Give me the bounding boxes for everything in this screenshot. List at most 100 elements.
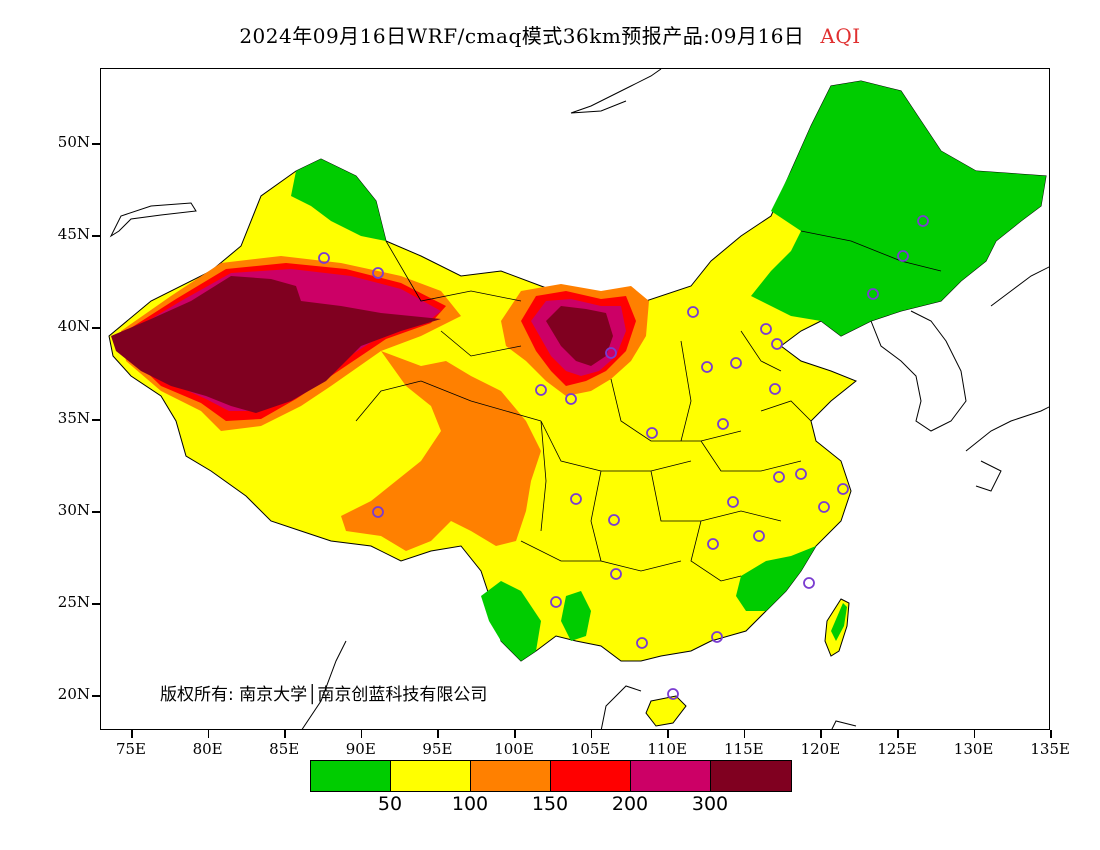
x-tick-mark (590, 730, 593, 738)
station-circle-icon (803, 577, 815, 589)
x-tick-label: 110E (647, 740, 687, 758)
station-circle-icon (550, 596, 562, 608)
y-tick-label: 35N (57, 409, 90, 427)
y-tick-mark (92, 695, 100, 697)
station-circle-icon (795, 468, 807, 480)
x-tick-label: 95E (422, 740, 453, 758)
northwest-green-zone (291, 159, 386, 241)
station-circle-icon (636, 637, 648, 649)
y-tick-mark (92, 419, 100, 421)
legend-label: 200 (611, 793, 649, 815)
province-boundaries (355, 230, 942, 582)
northeast-green-zone (751, 81, 1046, 336)
y-tick-mark (92, 511, 100, 513)
station-circle-icon (760, 323, 772, 335)
legend-label: 50 (377, 793, 403, 815)
station-circle-icon (318, 252, 330, 264)
y-tick-label: 45N (57, 225, 90, 243)
x-tick-label: 130E (953, 740, 994, 758)
station-circle-icon (667, 688, 679, 700)
y-tick-label: 20N (57, 685, 90, 703)
legend-swatch (551, 761, 631, 791)
station-circle-icon (570, 493, 582, 505)
copyright-notice: 版权所有: 南京大学│南京创蓝科技有限公司 (160, 685, 488, 705)
station-circle-icon (687, 306, 699, 318)
station-circle-icon (753, 530, 765, 542)
station-circle-icon (897, 250, 909, 262)
legend-label: 300 (691, 793, 729, 815)
station-circle-icon (701, 361, 713, 373)
tarim-hazardous-zone (111, 276, 441, 413)
x-tick-label: 85E (269, 740, 300, 758)
station-circle-icon (773, 471, 785, 483)
station-circle-icon (372, 267, 384, 279)
station-circle-icon (917, 215, 929, 227)
x-tick-mark (437, 730, 439, 738)
title-text: 2024年09月16日WRF/cmaq模式36km预报产品:09月16日 (239, 24, 805, 48)
x-tick-mark (667, 730, 669, 738)
station-circle-icon (372, 506, 384, 518)
y-tick-mark (92, 235, 100, 237)
x-tick-label: 125E (877, 740, 917, 758)
x-tick-mark (897, 730, 899, 738)
lake-baikal-coast (570, 69, 662, 114)
southwest-green-zone (481, 581, 541, 661)
station-markers (318, 215, 929, 700)
korea-coast (870, 310, 967, 432)
legend-swatch (471, 761, 551, 791)
map-canvas (108, 69, 1049, 729)
title-variable: AQI (820, 24, 861, 48)
y-tick-label: 50N (57, 133, 90, 151)
station-circle-icon (769, 383, 781, 395)
x-tick-mark (1050, 730, 1052, 738)
x-tick-mark (743, 730, 746, 738)
legend-label: 150 (531, 793, 569, 815)
indochina-coast (301, 640, 857, 729)
station-circle-icon (565, 393, 577, 405)
x-tick-mark (284, 730, 286, 738)
x-tick-mark (131, 730, 133, 738)
legend-label: 100 (451, 793, 489, 815)
station-circle-icon (535, 384, 547, 396)
station-circle-icon (867, 288, 879, 300)
hainan-island (645, 695, 687, 727)
x-tick-mark (514, 730, 516, 738)
y-tick-label: 25N (57, 593, 90, 611)
x-tick-mark (820, 730, 822, 738)
tibet-orange-zone (341, 351, 541, 551)
y-tick-label: 40N (57, 317, 90, 335)
japan-coast (965, 266, 1049, 492)
station-circle-icon (717, 418, 729, 430)
x-tick-label: 120E (800, 740, 841, 758)
x-tick-label: 115E (724, 740, 764, 758)
x-tick-label: 100E (494, 740, 534, 758)
x-tick-mark (207, 730, 210, 738)
x-tick-label: 90E (345, 740, 376, 758)
station-circle-icon (646, 427, 658, 439)
station-circle-icon (727, 496, 739, 508)
x-tick-mark (973, 730, 976, 738)
x-tick-mark (360, 730, 363, 738)
station-circle-icon (610, 568, 622, 580)
map-frame (100, 68, 1050, 730)
map-title: 2024年09月16日WRF/cmaq模式36km预报产品:09月16日 AQI (0, 20, 1100, 49)
x-tick-label: 75E (115, 740, 147, 758)
station-circle-icon (771, 338, 783, 350)
legend-swatch (711, 761, 791, 791)
station-circle-icon (818, 501, 830, 513)
y-tick-mark (92, 327, 100, 329)
south-green-zone (561, 591, 591, 641)
station-circle-icon (608, 514, 620, 526)
legend-swatch (631, 761, 711, 791)
y-tick-label: 30N (57, 501, 90, 519)
station-circle-icon (837, 483, 849, 495)
caspian-coast (109, 202, 197, 238)
station-circle-icon (605, 347, 617, 359)
station-circle-icon (730, 357, 742, 369)
x-tick-label: 135E (1030, 740, 1070, 758)
aqi-legend-bar (310, 760, 792, 792)
southeast-green-zone (736, 546, 816, 611)
y-tick-mark (92, 143, 100, 145)
station-circle-icon (707, 538, 719, 550)
ordos-hazardous-zone (546, 306, 613, 366)
